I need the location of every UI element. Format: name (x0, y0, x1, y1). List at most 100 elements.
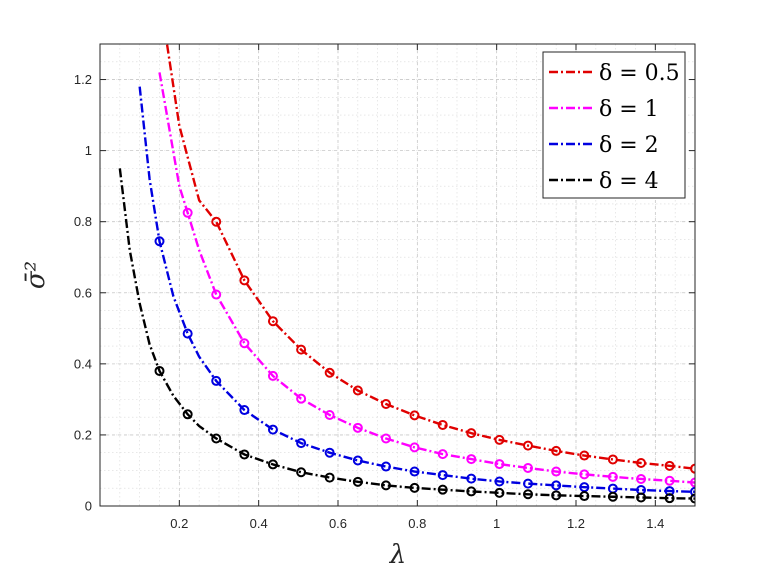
data-point (551, 490, 562, 501)
data-point (494, 487, 505, 498)
legend-label: δ = 4 (599, 169, 659, 194)
data-point (437, 484, 448, 495)
data-point (154, 236, 165, 247)
y-axis-label: σ̄² (21, 261, 51, 289)
legend-label: δ = 0.5 (599, 61, 680, 86)
data-point (494, 459, 505, 470)
x-tick-label: 1 (493, 516, 500, 531)
y-tick-label: 0.2 (74, 427, 92, 442)
data-point (352, 476, 363, 487)
data-point (551, 466, 562, 477)
data-point (182, 207, 193, 218)
data-point (466, 473, 477, 484)
data-point (296, 393, 307, 404)
data-point (523, 478, 534, 489)
data-point (466, 486, 477, 497)
data-point (409, 410, 420, 421)
series-line (165, 44, 695, 470)
data-point (267, 316, 278, 327)
data-point (494, 476, 505, 487)
data-point (690, 486, 695, 497)
data-point (380, 461, 391, 472)
series-line (158, 72, 695, 484)
data-point (437, 470, 448, 481)
data-point (579, 450, 590, 461)
data-point (239, 275, 250, 286)
data-point (690, 477, 695, 488)
data-point (579, 469, 590, 480)
data-point (211, 216, 222, 227)
data-point (664, 493, 675, 504)
legend-box (542, 51, 686, 199)
data-point (523, 462, 534, 473)
data-point (211, 433, 222, 444)
data-point (352, 455, 363, 466)
data-point (636, 492, 647, 503)
x-axis-label: λ (389, 540, 406, 570)
data-point (494, 434, 505, 445)
minor-grid (100, 44, 695, 506)
data-point (551, 480, 562, 491)
series-3 (138, 86, 695, 497)
data-point (296, 467, 307, 478)
data-point (296, 438, 307, 449)
data-point (352, 422, 363, 433)
series-1 (165, 44, 695, 474)
x-tick-label: 1.4 (646, 516, 664, 531)
data-point (607, 491, 618, 502)
x-axis-ticks: 0.2 0.4 0.6 0.8 1 1.2 1.4 (170, 44, 664, 531)
data-point (636, 473, 647, 484)
data-point (239, 449, 250, 460)
data-point (607, 454, 618, 465)
data-point (523, 489, 534, 500)
x-tick-label: 0.2 (170, 516, 188, 531)
y-tick-label: 0.4 (74, 356, 92, 371)
series-4 (118, 168, 695, 504)
data-point (182, 328, 193, 339)
data-point (267, 459, 278, 470)
x-tick-label: 0.4 (250, 516, 268, 531)
data-point (664, 475, 675, 486)
data-point (380, 480, 391, 491)
x-tick-label: 0.8 (408, 516, 426, 531)
data-point (664, 460, 675, 471)
series-layer (118, 44, 695, 504)
data-point (409, 442, 420, 453)
data-point (466, 454, 477, 465)
data-point (607, 471, 618, 482)
data-point (324, 472, 335, 483)
data-point (352, 385, 363, 396)
data-point (409, 482, 420, 493)
plot-frame (99, 43, 696, 507)
data-point (211, 375, 222, 386)
y-tick-label: 1.2 (74, 72, 92, 87)
series-2 (158, 72, 695, 488)
data-point (437, 449, 448, 460)
data-point (267, 370, 278, 381)
series-line (138, 86, 695, 493)
y-tick-label: 0.8 (74, 214, 92, 229)
legend-label: δ = 2 (599, 133, 659, 158)
data-point (579, 491, 590, 502)
y-tick-label: 1 (85, 143, 92, 158)
y-tick-label: 0 (85, 499, 92, 514)
data-point (690, 493, 695, 504)
data-point (211, 289, 222, 300)
y-axis-ticks: 0 0.2 0.4 0.6 0.8 1 1.2 (74, 72, 695, 514)
x-tick-label: 0.6 (329, 516, 347, 531)
data-point (380, 433, 391, 444)
data-point (551, 445, 562, 456)
data-point (267, 424, 278, 435)
data-point (154, 365, 165, 376)
data-point (523, 440, 534, 451)
data-point (296, 344, 307, 355)
data-point (466, 428, 477, 439)
legend: δ = 0.5 δ = 1 δ = 2 δ = 4 (542, 51, 686, 199)
data-point (239, 338, 250, 349)
legend-label: δ = 1 (599, 97, 659, 122)
data-point (690, 463, 695, 474)
data-point (239, 405, 250, 416)
data-point (324, 410, 335, 421)
x-tick-label: 1.2 (567, 516, 585, 531)
